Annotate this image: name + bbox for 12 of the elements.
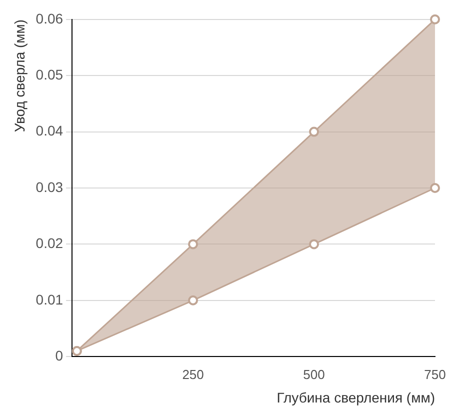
x-tick-label: 250 — [182, 366, 204, 382]
x-tick-label: 750 — [424, 366, 446, 382]
y-tick-label: 0.05 — [36, 66, 64, 82]
y-tick-label: 0.04 — [36, 122, 64, 139]
y-tick-label: 0.02 — [36, 235, 64, 252]
y-tick-label: 0.01 — [36, 291, 64, 308]
y-axis-title: Увод сверла (мм) — [11, 19, 28, 132]
x-axis-title: Глубина сверления (мм) — [276, 389, 435, 406]
x-tick-label: 500 — [303, 366, 325, 382]
y-tick-label: 0 — [55, 347, 64, 364]
y-tick-label: 0.06 — [36, 10, 64, 26]
y-tick-label: 0.03 — [36, 178, 64, 195]
